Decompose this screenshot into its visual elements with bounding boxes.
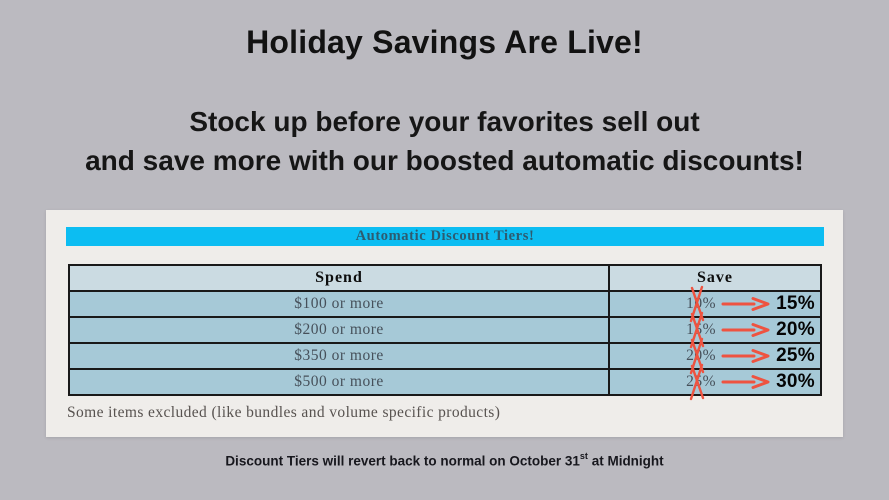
old-discount-value: 25%	[686, 373, 717, 390]
new-discount: 30%	[776, 371, 815, 392]
column-header-spend: Spend	[68, 264, 610, 292]
footer-caption: Discount Tiers will revert back to norma…	[0, 451, 889, 469]
arrow-right-icon	[721, 297, 770, 311]
column-header-save: Save	[608, 264, 822, 292]
old-discount: 20%	[686, 337, 717, 375]
old-discount-value: 10%	[686, 295, 717, 312]
table-row: $350 or more 20%	[68, 337, 822, 375]
old-discount-value: 20%	[686, 347, 717, 364]
save-cell: 10% 15%	[608, 285, 822, 323]
spend-value: $350 or more	[68, 342, 610, 370]
table-header-row: Spend Save	[68, 264, 822, 292]
discount-table: Spend Save $100 or more 10%	[68, 264, 822, 401]
subtitle-line-1: Stock up before your favorites sell out	[189, 106, 700, 137]
save-cell: 25% 30%	[608, 363, 822, 401]
arrow-right-icon	[721, 349, 770, 363]
page-title: Holiday Savings Are Live!	[246, 24, 643, 60]
old-discount: 25%	[686, 363, 717, 401]
save-cell: 15% 20%	[608, 311, 822, 349]
new-discount: 25%	[776, 345, 815, 366]
arrow-right-icon	[721, 375, 770, 389]
footer-caption-ordinal: st	[579, 451, 588, 461]
spend-value: $200 or more	[68, 316, 610, 344]
new-discount: 15%	[776, 293, 815, 314]
arrow-right-icon	[721, 323, 770, 337]
subtitle: Stock up before your favorites sell out …	[0, 102, 889, 180]
new-discount: 20%	[776, 319, 815, 340]
subtitle-line-2: and save more with our boosted automatic…	[85, 145, 804, 176]
old-discount-value: 15%	[686, 321, 717, 338]
spend-value: $500 or more	[68, 368, 610, 396]
old-discount: 10%	[686, 285, 717, 323]
save-cell: 20% 25%	[608, 337, 822, 375]
table-row: $100 or more 10%	[68, 285, 822, 323]
card-banner: Automatic Discount Tiers!	[66, 227, 824, 246]
table-row: $200 or more 15%	[68, 311, 822, 349]
exclusion-note: Some items excluded (like bundles and vo…	[67, 404, 501, 421]
footer-caption-text-end: at Midnight	[587, 453, 664, 469]
footer-caption-text: Discount Tiers will revert back to norma…	[225, 453, 580, 469]
discount-tiers-card: Automatic Discount Tiers! Spend Save $10…	[46, 210, 843, 437]
old-discount: 15%	[686, 311, 717, 349]
spend-value: $100 or more	[68, 290, 610, 318]
table-row: $500 or more 25%	[68, 363, 822, 401]
